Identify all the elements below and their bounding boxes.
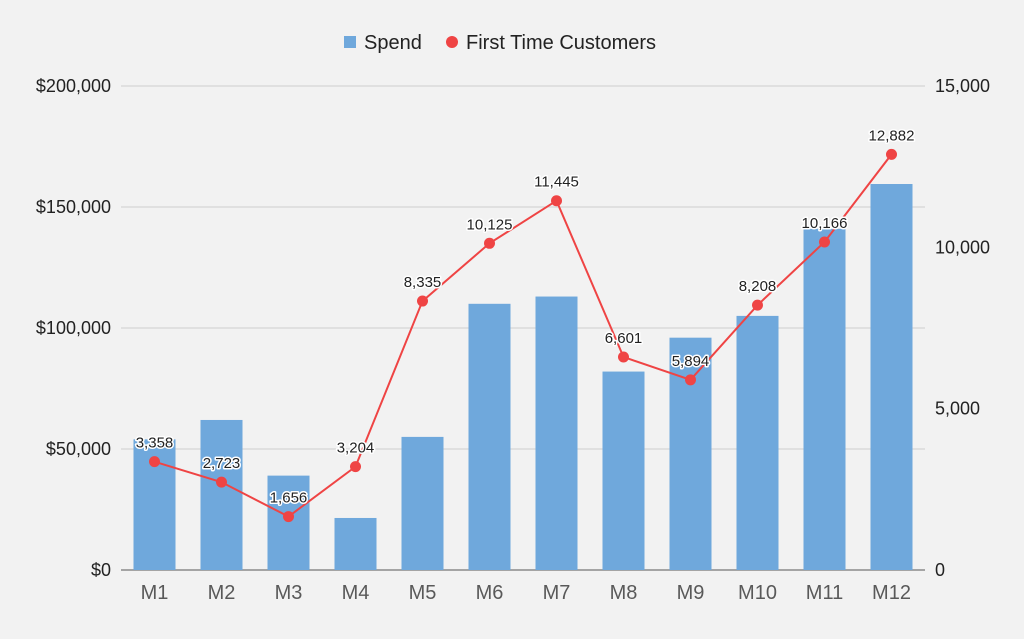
y-left-tick-label: $50,000 <box>46 439 111 459</box>
legend: Spend First Time Customers <box>344 32 656 54</box>
y-left-tick-label: $150,000 <box>36 197 111 217</box>
y-right-tick-label: 5,000 <box>935 399 980 419</box>
point-customers-m10 <box>752 299 763 311</box>
legend-label-spend: Spend <box>364 32 422 54</box>
data-label-customers-m5: 8,335 <box>404 274 442 291</box>
data-label-customers-m10: 8,208 <box>739 278 777 295</box>
point-customers-m9 <box>685 374 696 386</box>
data-label-customers-m7: 11,445 <box>534 174 579 191</box>
y-left-tick-label: $100,000 <box>36 318 111 338</box>
bar-spend-m11 <box>803 228 846 570</box>
point-customers-m5 <box>417 295 428 307</box>
axes: $0 $50,000 $100,000 $150,000 $200,000 0 5,000 1… <box>36 76 990 604</box>
bar-spend-m5 <box>401 436 444 570</box>
y-right-tick-label: 10,000 <box>935 237 990 257</box>
data-label-customers-m4: 3,204 <box>337 440 375 457</box>
data-label-customers-m3: 1,656 <box>270 490 308 507</box>
legend-swatch-spend <box>344 36 356 48</box>
customers-line: 3,358 2,723 1,656 3,204 8,335 10,125 11,445 6,6… <box>134 126 916 523</box>
point-customers-m3 <box>283 511 294 523</box>
y-left-tick-label: $200,000 <box>36 76 111 96</box>
data-label-customers-m2: 2,723 <box>203 455 241 472</box>
x-tick-label: M8 <box>610 582 638 604</box>
x-tick-label: M6 <box>476 582 504 604</box>
point-customers-m12 <box>886 148 897 160</box>
x-tick-label: M2 <box>208 582 236 604</box>
y-right-tick-label: 0 <box>935 560 945 580</box>
bar-spend-m4 <box>334 517 377 570</box>
bar-spend-m9 <box>669 337 712 570</box>
point-customers-m8 <box>618 351 629 363</box>
x-tick-label: M4 <box>342 582 370 604</box>
legend-label-first-time-customers: First Time Customers <box>466 32 656 54</box>
spend-bars <box>133 184 913 570</box>
x-tick-label: M5 <box>409 582 437 604</box>
data-label-customers-m9: 5,894 <box>672 353 710 370</box>
x-tick-label: M10 <box>738 582 777 604</box>
legend-swatch-first-time-customers <box>446 36 458 48</box>
bar-spend-m12 <box>870 184 913 570</box>
data-label-customers-m1: 3,358 <box>136 435 174 452</box>
point-customers-m2 <box>216 476 227 488</box>
line-first-time-customers <box>154 153 893 518</box>
data-label-customers-m12: 12,882 <box>869 127 915 144</box>
bar-spend-m8 <box>602 371 645 570</box>
x-tick-label: M9 <box>677 582 705 604</box>
point-customers-m6 <box>484 237 495 249</box>
point-customers-m7 <box>551 195 562 207</box>
bar-spend-m10 <box>736 315 779 570</box>
y-left-tick-label: $0 <box>91 560 111 580</box>
x-tick-label: M1 <box>141 582 169 604</box>
x-tick-label: M7 <box>543 582 571 604</box>
gridlines <box>121 85 925 571</box>
point-customers-m11 <box>819 236 830 248</box>
x-tick-label: M12 <box>872 582 911 604</box>
bar-spend-m2 <box>200 419 243 570</box>
point-customers-m4 <box>350 461 361 473</box>
data-label-customers-m11: 10,166 <box>802 215 848 232</box>
data-label-customers-m6: 10,125 <box>467 216 513 233</box>
x-tick-label: M3 <box>275 582 303 604</box>
point-customers-m1 <box>149 456 160 468</box>
data-label-customers-m8: 6,601 <box>605 330 643 347</box>
bar-spend-m3 <box>267 475 310 570</box>
bar-spend-m7 <box>535 296 578 570</box>
bar-spend-m6 <box>468 303 511 570</box>
x-tick-label: M11 <box>806 582 843 604</box>
y-right-tick-label: 15,000 <box>935 76 990 96</box>
